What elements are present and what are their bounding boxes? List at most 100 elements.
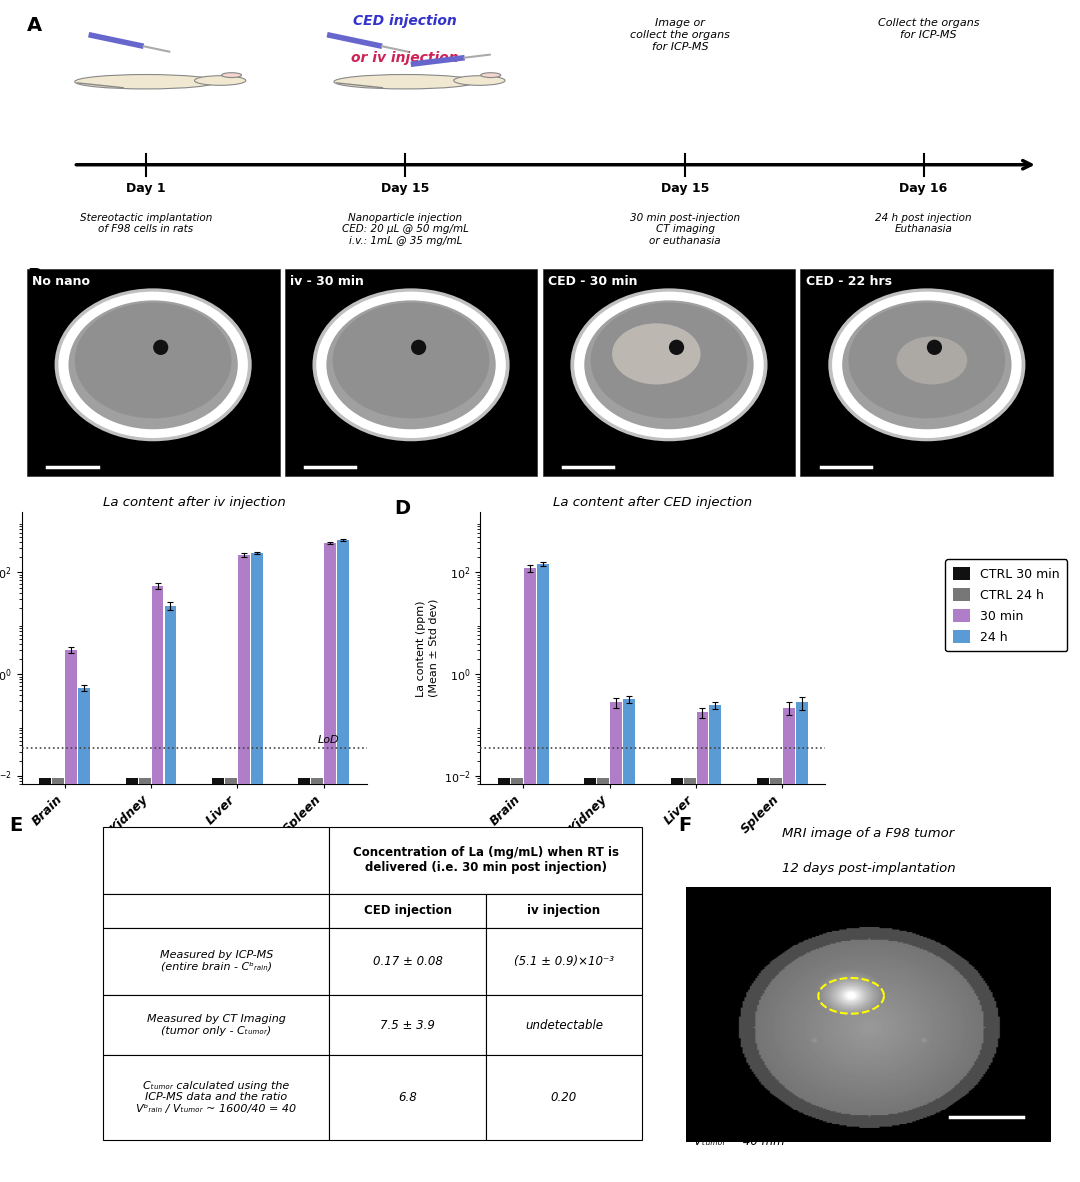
Bar [783, 708, 795, 1182]
Ellipse shape [68, 300, 238, 429]
FancyBboxPatch shape [329, 894, 486, 928]
Title: La content after iv injection: La content after iv injection [103, 495, 285, 508]
Ellipse shape [832, 292, 1022, 439]
FancyBboxPatch shape [486, 995, 643, 1056]
Bar [671, 779, 683, 1182]
Bar [337, 540, 349, 1182]
Ellipse shape [896, 337, 968, 384]
Ellipse shape [411, 339, 427, 355]
Text: D: D [394, 499, 410, 518]
Text: 30 min post-injection
CT imaging
or euthanasia: 30 min post-injection CT imaging or euth… [630, 213, 740, 246]
FancyBboxPatch shape [329, 928, 486, 995]
Ellipse shape [849, 303, 1005, 418]
Ellipse shape [575, 292, 764, 439]
Bar [138, 779, 150, 1182]
Ellipse shape [221, 73, 242, 78]
Text: MRI image of a F98 tumor: MRI image of a F98 tumor [782, 826, 955, 839]
Bar [511, 779, 523, 1182]
Bar [78, 688, 90, 1182]
Text: undetectable: undetectable [525, 1019, 603, 1032]
FancyBboxPatch shape [542, 268, 795, 476]
Ellipse shape [591, 303, 747, 418]
Bar [52, 779, 64, 1182]
Title: La content after CED injection: La content after CED injection [553, 495, 753, 508]
Text: 7.5 ± 3.9: 7.5 ± 3.9 [380, 1019, 435, 1032]
Text: 24 h post injection
Euthanasia: 24 h post injection Euthanasia [875, 213, 972, 234]
Text: F: F [678, 816, 692, 834]
Text: Day 15: Day 15 [661, 182, 710, 195]
Y-axis label: La content (ppm)
(Mean ± Std dev): La content (ppm) (Mean ± Std dev) [417, 599, 438, 697]
Text: B: B [27, 266, 41, 286]
Text: CED injection: CED injection [364, 904, 451, 917]
Bar [770, 779, 782, 1182]
Text: CED - 22 hrs: CED - 22 hrs [806, 275, 892, 288]
Text: (5.1 ± 0.9)×10⁻³: (5.1 ± 0.9)×10⁻³ [514, 955, 613, 968]
FancyBboxPatch shape [329, 995, 486, 1056]
Bar [697, 713, 708, 1182]
FancyBboxPatch shape [103, 928, 329, 995]
Text: 0.17 ± 0.08: 0.17 ± 0.08 [373, 955, 443, 968]
FancyBboxPatch shape [329, 1056, 486, 1139]
Ellipse shape [326, 300, 496, 429]
Bar [584, 779, 596, 1182]
Legend: CTRL 30 min, CTRL 24 h, 30 min, 24 h: CTRL 30 min, CTRL 24 h, 30 min, 24 h [945, 559, 1067, 651]
Text: Collect the organs
for ICP-MS: Collect the organs for ICP-MS [878, 19, 980, 40]
Bar [238, 554, 249, 1182]
Text: or iv injection: or iv injection [351, 51, 459, 65]
Bar [684, 779, 696, 1182]
Ellipse shape [55, 288, 252, 441]
Bar [623, 700, 635, 1182]
Text: Vₜᵤₘₒᵣ ~ 40 mm³: Vₜᵤₘₒᵣ ~ 40 mm³ [693, 1136, 789, 1149]
FancyBboxPatch shape [27, 268, 280, 476]
Text: 0.20: 0.20 [551, 1091, 577, 1104]
Text: 6.8: 6.8 [399, 1091, 417, 1104]
FancyBboxPatch shape [103, 995, 329, 1056]
Text: Day 16: Day 16 [900, 182, 948, 195]
Ellipse shape [316, 292, 505, 439]
FancyBboxPatch shape [103, 894, 329, 928]
Text: 12 days post-implantation: 12 days post-implantation [782, 862, 956, 875]
Bar [324, 543, 336, 1182]
Bar [39, 779, 51, 1182]
Ellipse shape [927, 339, 942, 355]
Bar [225, 779, 237, 1182]
FancyBboxPatch shape [329, 826, 643, 894]
Text: Cₜᵤₘₒᵣ calculated using the
ICP-MS data and the ratio
Vᵇᵣₐᵢₙ / Vₜᵤₘₒᵣ ~ 1600/40 : Cₜᵤₘₒᵣ calculated using the ICP-MS data … [136, 1080, 296, 1115]
Text: Image or
collect the organs
for ICP-MS: Image or collect the organs for ICP-MS [630, 19, 730, 52]
Text: Vᵇᵣₐᵢₙ ~ 1600 mm³: Vᵇᵣₐᵢₙ ~ 1600 mm³ [693, 1105, 800, 1118]
Text: LoD: LoD [318, 735, 339, 746]
Text: E: E [9, 816, 23, 834]
Ellipse shape [153, 339, 168, 355]
Text: Measured by ICP-MS
(entire brain - Cᵇᵣₐᵢₙ): Measured by ICP-MS (entire brain - Cᵇᵣₐᵢ… [160, 950, 273, 972]
Ellipse shape [333, 303, 489, 418]
Bar [796, 702, 808, 1182]
Bar [610, 702, 622, 1182]
Text: Nanoparticle injection
CED: 20 μL @ 50 mg/mL
i.v.: 1mL @ 35 mg/mL: Nanoparticle injection CED: 20 μL @ 50 m… [341, 213, 469, 246]
Bar [757, 779, 769, 1182]
FancyBboxPatch shape [285, 268, 538, 476]
Ellipse shape [828, 288, 1025, 441]
Text: No nano: No nano [32, 275, 90, 288]
Ellipse shape [58, 292, 248, 439]
Ellipse shape [75, 74, 217, 89]
Text: CED - 30 min: CED - 30 min [548, 275, 637, 288]
Ellipse shape [570, 288, 768, 441]
Ellipse shape [612, 324, 701, 384]
Bar [125, 779, 137, 1182]
Bar [212, 779, 224, 1182]
Text: Measured by CT Imaging
(tumor only - Cₜᵤₘₒᵣ): Measured by CT Imaging (tumor only - Cₜᵤ… [147, 1014, 286, 1035]
Ellipse shape [481, 73, 501, 78]
Ellipse shape [842, 300, 1012, 429]
Bar [151, 585, 163, 1182]
Bar [597, 779, 609, 1182]
Bar [311, 779, 323, 1182]
Text: Concentration of La (mg/mL) when RT is
delivered (i.e. 30 min post injection): Concentration of La (mg/mL) when RT is d… [353, 846, 619, 875]
Text: iv injection: iv injection [527, 904, 600, 917]
Ellipse shape [669, 339, 684, 355]
FancyBboxPatch shape [800, 268, 1053, 476]
FancyBboxPatch shape [486, 1056, 643, 1139]
Ellipse shape [454, 76, 505, 85]
Text: Stereotactic implantation
of F98 cells in rats: Stereotactic implantation of F98 cells i… [80, 213, 212, 234]
Ellipse shape [334, 74, 476, 89]
Ellipse shape [75, 303, 231, 418]
